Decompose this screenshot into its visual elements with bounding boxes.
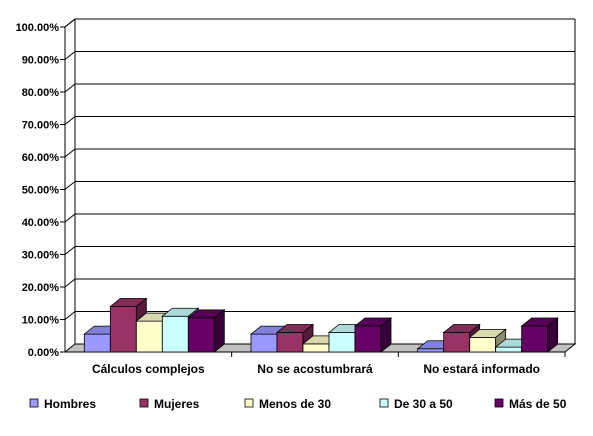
bar-front [521,325,549,353]
legend-swatch [494,398,504,408]
gridline-side [64,278,76,288]
x-tick-label: Cálculos complejos [92,362,205,376]
bar-front [187,317,215,353]
gridline-side [64,181,76,190]
legend-swatch [29,398,39,408]
legend-label: Menos de 30 [259,397,331,411]
bar-front [328,332,356,353]
legend-swatch [244,398,254,408]
bar-front [469,336,497,353]
gridline-side [64,51,76,60]
legend-item: De 30 a 50 [379,397,453,411]
gridline-side [64,246,76,255]
gridline-side [64,148,76,158]
y-tick-label: 20.00% [22,282,60,294]
bar-side [547,317,559,353]
y-tick-label: 30.00% [22,250,60,262]
legend-item: Hombres [29,397,96,411]
bar-front [443,332,471,353]
bar-front [354,325,382,353]
x-tick-label: No estará informado [423,362,540,376]
y-tick-label: 50.00% [22,185,60,197]
y-tick-label: 100.00% [16,22,60,34]
legend-label: Más de 50 [509,397,567,411]
legend-label: Mujeres [154,397,200,411]
bar-front [83,333,111,353]
legend-swatch [379,398,389,408]
y-axis-top-depth [64,18,76,28]
gridline-side [64,311,76,320]
bar [520,317,559,353]
legend-item: Más de 50 [494,397,567,411]
legend-swatch [139,398,149,408]
gridline-side [64,83,76,93]
bar-front [109,306,137,353]
bar-front [276,332,304,353]
legend-label: De 30 a 50 [394,397,453,411]
y-tick-label: 80.00% [22,87,60,99]
bar-side [380,317,392,353]
bar-front [161,315,189,353]
legend-item: Mujeres [139,397,200,411]
y-tick-label: 40.00% [22,217,60,229]
y-tick-label: 60.00% [22,152,60,164]
y-tick-label: 70.00% [22,120,60,132]
bar-side [213,309,225,353]
y-tick-label: 90.00% [22,55,60,67]
bar-front [417,348,445,353]
bar [187,309,226,353]
bar-front [250,333,278,353]
bar-front [495,346,523,353]
legend-label: Hombres [44,397,96,411]
bar-front [302,343,330,353]
bar-front [135,320,163,353]
gridline-side [64,213,76,223]
y-tick-label: 10.00% [22,315,60,327]
bar [353,317,393,353]
x-tick-label: No se acostumbrará [257,362,373,376]
legend-item: Menos de 30 [244,397,331,411]
y-tick-label: 0.00% [28,347,59,359]
gridline-side [64,116,76,125]
